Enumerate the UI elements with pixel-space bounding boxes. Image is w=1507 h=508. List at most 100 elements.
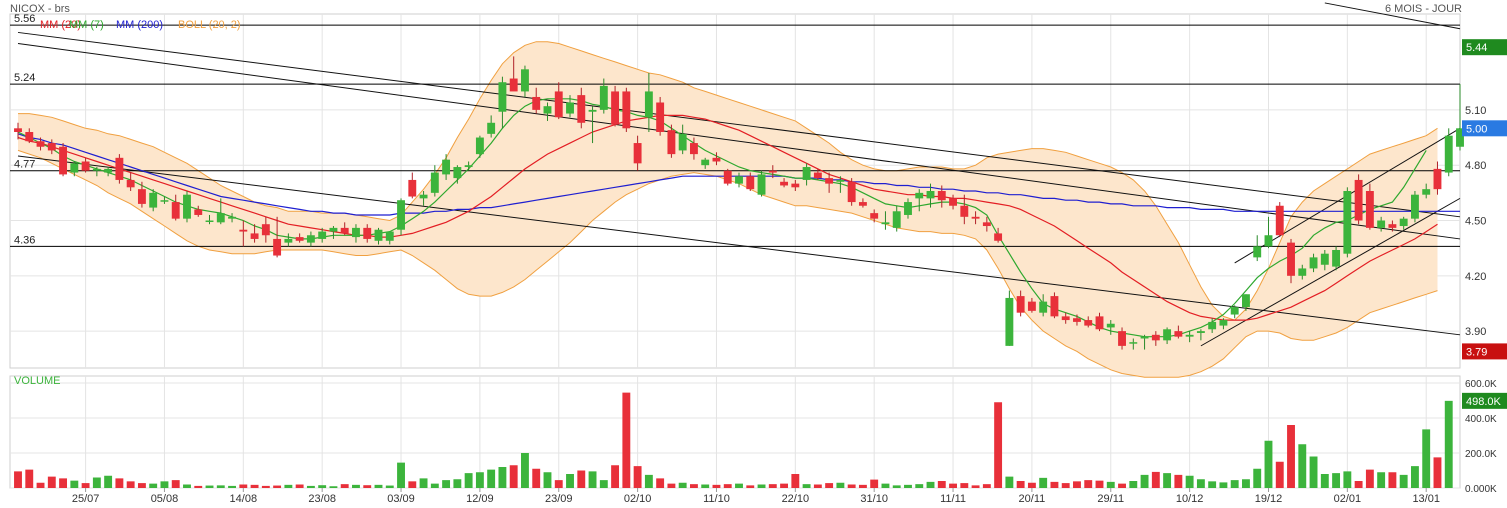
candle-body	[1399, 218, 1408, 227]
volume-bar	[284, 484, 293, 488]
candle-body	[306, 235, 315, 243]
candle-body	[149, 192, 158, 208]
candle-body	[712, 157, 721, 162]
candle-body	[599, 85, 608, 110]
ma20-line	[17, 114, 1438, 321]
candle-body	[1377, 220, 1386, 228]
candle-body	[644, 91, 653, 118]
badge-background	[1462, 392, 1507, 409]
candle-body	[746, 176, 755, 190]
candle-body	[1208, 321, 1217, 330]
volume-bar	[1354, 481, 1363, 488]
volume-bar	[1287, 425, 1295, 488]
volume-bar	[385, 485, 394, 488]
candle-body	[577, 95, 586, 123]
badge-background	[1462, 39, 1507, 56]
candle-body	[926, 191, 935, 199]
volume-bar	[858, 484, 867, 488]
volume-bar	[1073, 481, 1081, 488]
candle-body	[1185, 334, 1194, 337]
volume-bar	[59, 478, 68, 488]
volume-bar	[1365, 469, 1374, 488]
x-axis: 25/07 05/08 14/08 23/08 03/09 12/09 23/09 02/10…	[72, 488, 1440, 505]
volume-bar	[532, 468, 541, 488]
volume-bar	[487, 469, 496, 488]
volume-bar	[239, 484, 248, 488]
legend-item: MM (7)	[69, 19, 104, 31]
volume-bar	[847, 484, 856, 488]
x-tick-label: 14/08	[230, 493, 258, 505]
volume-bar	[701, 484, 710, 488]
legend-item: MM (200)	[116, 19, 163, 31]
volume-bar	[1016, 481, 1025, 488]
candle-body	[329, 227, 338, 232]
candle-body	[250, 233, 259, 239]
volume-bar	[588, 471, 597, 488]
candle-body	[475, 137, 484, 155]
candle-body	[487, 122, 496, 134]
x-tick-label: 19/12	[1255, 493, 1283, 505]
volume-bar	[1275, 461, 1284, 488]
badge-label: 5.44	[1466, 42, 1487, 54]
volume-bar	[1118, 483, 1126, 488]
candle-body	[464, 165, 473, 168]
volume-bar	[464, 473, 473, 488]
x-tick-label: 23/08	[308, 493, 336, 505]
horizontal-levels: 5.56 5.24 4.77 4.36	[10, 13, 1460, 247]
volume-bar	[1320, 474, 1329, 488]
candle-body	[791, 183, 800, 188]
volume-bar	[363, 485, 372, 488]
candles	[14, 56, 1464, 350]
candle-body	[566, 102, 574, 114]
candle-body	[1433, 168, 1442, 190]
price-y-axis: 5.10 4.80 4.50 4.20 3.90	[1465, 105, 1486, 338]
candle-body	[1095, 316, 1104, 330]
volume-bar	[25, 469, 34, 488]
candle-body	[419, 194, 428, 199]
volume-bar	[14, 471, 22, 488]
candle-body	[656, 102, 665, 132]
volume-bar	[1151, 471, 1160, 488]
candle-body	[937, 191, 946, 201]
volume-bar	[194, 485, 203, 488]
grid-lines	[10, 14, 1460, 489]
volume-bar	[408, 481, 417, 488]
volume-bar	[509, 465, 518, 488]
volume-bar	[780, 483, 789, 488]
volume-bar	[1242, 479, 1250, 488]
candle-body	[408, 179, 417, 197]
volume-bar	[374, 484, 383, 488]
candle-body	[1444, 135, 1453, 173]
volume-bar	[137, 483, 146, 488]
candle-body	[1016, 296, 1025, 313]
volume-bar	[1174, 474, 1183, 488]
level-label: 5.56	[14, 13, 35, 25]
volume-bar	[836, 482, 845, 488]
volume-bar	[543, 472, 552, 488]
candle-body	[1309, 257, 1318, 269]
volume-bar	[115, 478, 124, 488]
price-tick-label: 4.80	[1465, 160, 1486, 172]
price-badge-last: 5.00	[1462, 120, 1507, 137]
level-label: 4.77	[14, 159, 35, 171]
candle-body	[1343, 191, 1352, 254]
volume-bar	[1208, 481, 1217, 488]
volume-bar	[791, 474, 800, 488]
candle-body	[588, 109, 597, 112]
candle-body	[160, 200, 169, 202]
candle-body	[352, 227, 360, 238]
candle-body	[768, 170, 777, 173]
volume-bar	[1410, 466, 1419, 488]
volume-bar	[611, 465, 620, 488]
volume-tick-label: 600.0K	[1465, 379, 1497, 390]
volume-title: VOLUME	[14, 375, 60, 387]
candle-body	[374, 229, 383, 241]
candle-body	[194, 209, 203, 215]
volume-bar	[656, 478, 665, 488]
volume-bar	[475, 472, 484, 488]
candle-body	[735, 176, 743, 184]
volume-bar	[971, 485, 980, 488]
candle-body	[1410, 194, 1419, 219]
volume-bar	[1399, 474, 1408, 488]
volume-bar	[667, 483, 676, 488]
